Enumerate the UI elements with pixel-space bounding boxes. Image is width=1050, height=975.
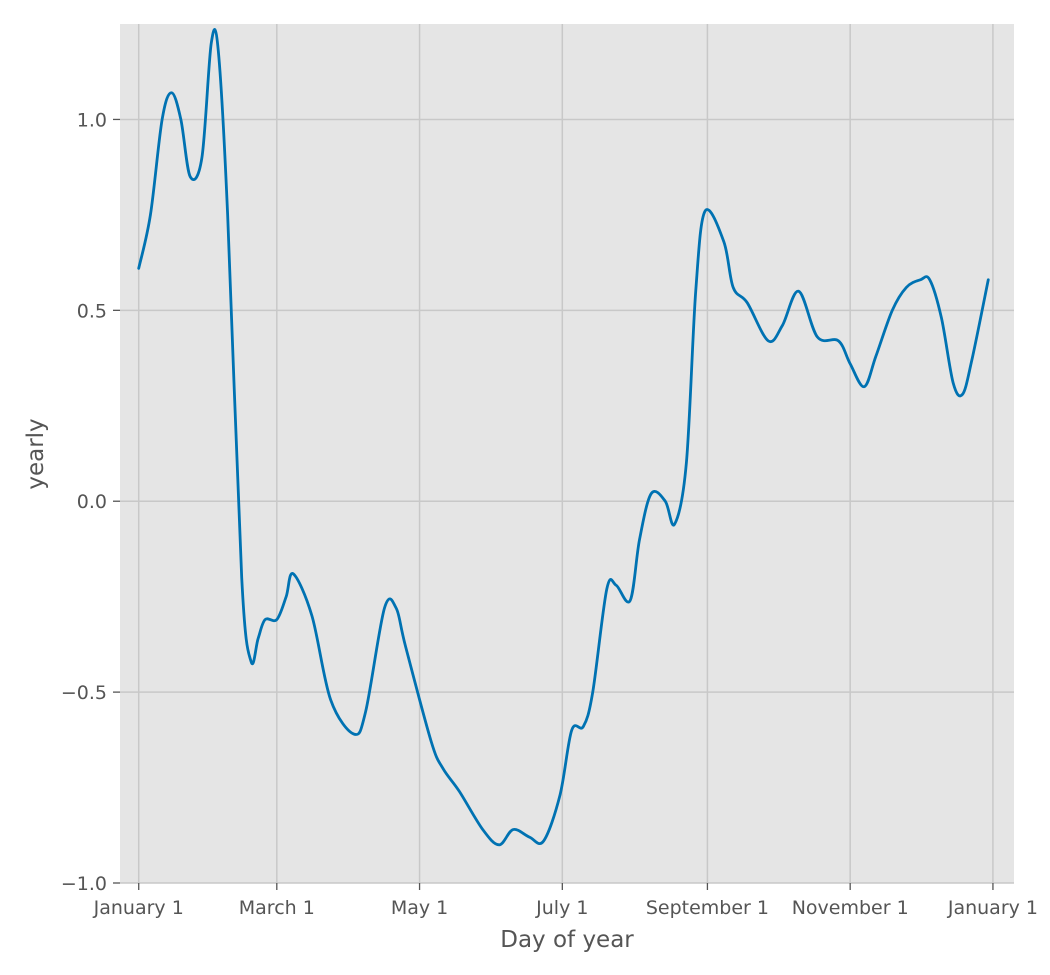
y-tick-label: 1.0 [77,109,107,131]
x-tick-label: November 1 [792,897,909,919]
y-axis-title: yearly [23,418,49,489]
y-tick-label: −0.5 [61,682,107,704]
x-tick-label: July 1 [535,897,588,919]
series-line [137,28,990,847]
x-tick-label: March 1 [239,897,315,919]
y-tick-label: 0.5 [77,300,107,322]
x-axis: January 1 March 1 May 1 July 1 September 1 No… [93,883,1038,919]
x-tick-label: September 1 [646,897,769,919]
y-tick-label: 0.0 [77,491,107,513]
x-tick-label: May 1 [391,897,448,919]
x-tick-label: January 1 [93,897,184,919]
x-axis-title: Day of year [500,927,634,953]
x-tick-label: January 1 [947,897,1038,919]
y-tick-label: −1.0 [61,873,107,895]
series-group [137,28,990,847]
y-axis: −1.0 −0.5 0.0 0.5 1.0 [61,109,120,895]
grid [120,24,1014,884]
plot-background [120,24,1014,883]
